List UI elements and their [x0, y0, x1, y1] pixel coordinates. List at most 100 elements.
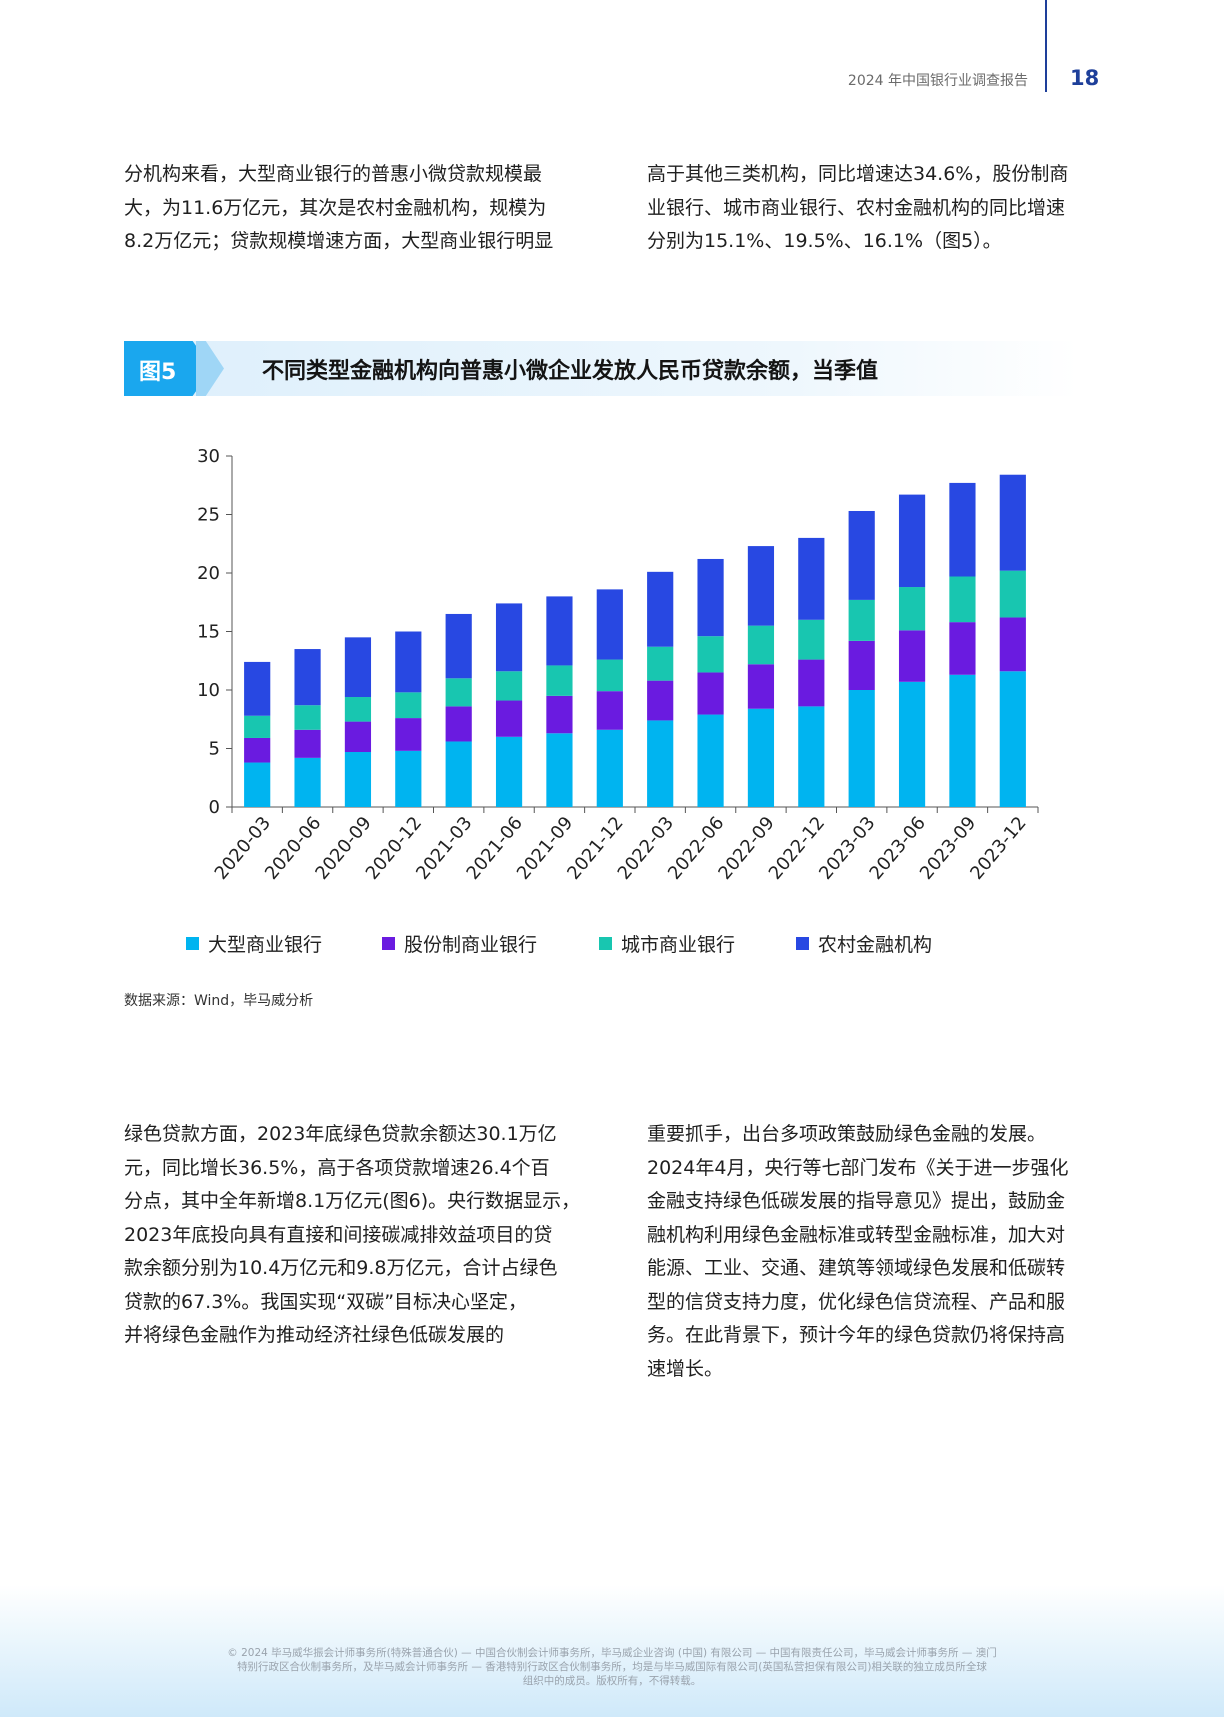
- legend-swatch: [796, 937, 809, 950]
- bar-segment: [697, 714, 724, 807]
- bar-segment: [445, 741, 472, 807]
- bar-segment: [898, 494, 926, 588]
- body-left-line: 款余额分别为10.4万亿元和9.8万亿元，合计占绿色: [124, 1257, 558, 1279]
- body-right-paragraph: 重要抓手，出台多项政策鼓励绿色金融的发展。 2024年4月，央行等七部门发布《关…: [647, 1118, 1107, 1386]
- bar-segment: [999, 671, 1026, 807]
- bar-segment: [344, 697, 372, 722]
- bar-segment: [949, 622, 976, 675]
- intro-left-line: 分机构来看，大型商业银行的普惠小微贷款规模最: [124, 163, 543, 185]
- bar-segment: [999, 570, 1026, 618]
- body-left-line: 贷款的67.3%。我国实现“双碳”目标决心坚定，: [124, 1290, 528, 1313]
- bar-segment: [244, 715, 271, 738]
- report-title: 2024 年中国银行业调查报告: [847, 73, 1028, 89]
- body-left-line: 元，同比增长36.5%，高于各项贷款增速26.4个百: [124, 1156, 550, 1179]
- legend-swatch: [382, 937, 395, 950]
- intro-right-line: 分别为15.1%、19.5%、16.1%（图5）。: [647, 230, 1002, 252]
- bar-segment: [798, 537, 825, 620]
- footer-background: [0, 1585, 1224, 1717]
- legend-swatch: [186, 937, 199, 950]
- intro-right-paragraph: 高于其他三类机构，同比增速达34.6%，股份制商 业银行、城市商业银行、农村金融…: [647, 158, 1107, 259]
- bar-segment: [999, 617, 1026, 672]
- bar-segment: [294, 729, 321, 758]
- bar-segment: [848, 510, 875, 600]
- bar-segment: [898, 681, 926, 807]
- y-tick-label: 10: [197, 680, 220, 701]
- bar-segment: [647, 646, 674, 681]
- page-number: 18: [1070, 66, 1100, 90]
- footer-line: © 2024 毕马威华振会计师事务所(特殊普通合伙) — 中国合伙制会计师事务所…: [227, 1647, 997, 1659]
- footer-copyright: © 2024 毕马威华振会计师事务所(特殊普通合伙) — 中国合伙制会计师事务所…: [180, 1646, 1044, 1688]
- intro-left-paragraph: 分机构来看，大型商业银行的普惠小微贷款规模最 大，为11.6万亿元，其次是农村金…: [124, 158, 604, 259]
- bar-segment: [244, 762, 271, 807]
- body-left-line: 并将绿色金融作为推动经济社绿色低碳发展的: [124, 1324, 505, 1346]
- bar-segment: [647, 571, 674, 647]
- bar-segment: [495, 700, 523, 737]
- bar-segment: [798, 659, 825, 707]
- bar-segment: [647, 720, 674, 807]
- bar-segment: [747, 625, 775, 665]
- bar-segment: [747, 708, 775, 807]
- bar-segment: [445, 678, 472, 707]
- body-left-paragraph: 绿色贷款方面，2023年底绿色贷款余额达30.1万亿 元，同比增长36.5%，高…: [124, 1118, 604, 1353]
- intro-left-line: 8.2万亿元；贷款规模增速方面，大型商业银行明显: [124, 230, 554, 252]
- legend-label: 城市商业银行: [621, 934, 736, 956]
- bar-segment: [596, 659, 623, 692]
- body-left-line: 绿色贷款方面，2023年底绿色贷款余额达30.1万亿: [124, 1123, 557, 1145]
- bar-segment: [697, 558, 724, 637]
- bar-segment: [848, 599, 875, 641]
- legend-swatch: [599, 937, 612, 950]
- bar-segment: [798, 619, 825, 660]
- data-source: 数据来源：Wind，毕马威分析: [124, 993, 314, 1009]
- bar-segment: [697, 636, 724, 673]
- bar-segment: [848, 690, 875, 807]
- figure-tag-label: 图5: [139, 360, 177, 385]
- body-right-line: 型的信贷支持力度，优化绿色信贷流程、产品和服: [647, 1290, 1066, 1313]
- bar-segment: [546, 596, 573, 666]
- legend-item: 大型商业银行: [186, 930, 322, 957]
- body-right-line: 速增长。: [647, 1357, 724, 1380]
- bar-segment: [697, 672, 724, 715]
- bar-segment: [596, 589, 623, 660]
- chart-legend: 大型商业银行 股份制商业银行 城市商业银行 农村金融机构: [186, 930, 1046, 958]
- bar-segment: [244, 661, 271, 716]
- bar-segment: [596, 691, 623, 730]
- footer-line: 组织中的成员。版权所有，不得转载。: [522, 1675, 702, 1687]
- body-right-line: 能源、工业、交通、建筑等领域绿色发展和低碳转: [647, 1257, 1066, 1279]
- bar-segment: [495, 671, 523, 701]
- bar-segment: [647, 680, 674, 721]
- bar-segment: [798, 706, 825, 807]
- body-left-line: 分点，其中全年新增8.1万亿元(图6)。央行数据显示，: [124, 1190, 581, 1212]
- y-tick-label: 15: [197, 622, 220, 643]
- legend-item: 城市商业银行: [599, 930, 735, 957]
- figure-title: 不同类型金融机构向普惠小微企业发放人民币贷款余额，当季值: [262, 359, 879, 384]
- intro-right-line: 高于其他三类机构，同比增速达34.6%，股份制商: [647, 163, 1069, 185]
- bar-segment: [244, 737, 271, 763]
- bar-segment: [546, 733, 573, 807]
- bar-segment: [949, 576, 976, 623]
- body-right-line: 重要抓手，出台多项政策鼓励绿色金融的发展。: [647, 1123, 1047, 1145]
- bar-segment: [999, 474, 1026, 571]
- bar-segment: [445, 613, 472, 679]
- bar-segment: [848, 640, 875, 690]
- bar-segment: [898, 630, 926, 682]
- bar-segment: [546, 665, 573, 696]
- stacked-bar-chart: 0510152025302020-032020-062020-092020-12…: [197, 446, 1039, 884]
- bar-segment: [294, 705, 321, 730]
- bar-segment: [395, 692, 422, 719]
- y-tick-label: 30: [197, 446, 220, 467]
- figure-banner: [124, 341, 1079, 396]
- bar-segment: [747, 546, 775, 626]
- bar-segment: [395, 718, 422, 751]
- bar-segment: [395, 631, 422, 693]
- bar-segment: [344, 752, 372, 807]
- legend-label: 大型商业银行: [208, 934, 323, 956]
- bar-segment: [898, 587, 926, 631]
- body-right-line: 金融支持绿色低碳发展的指导意见》提出，鼓励金: [647, 1190, 1066, 1212]
- bar-segment: [344, 637, 372, 698]
- bar-segment: [294, 649, 321, 706]
- bar-segment: [395, 750, 422, 807]
- bar-segment: [344, 721, 372, 753]
- body-right-line: 融机构利用绿色金融标准或转型金融标准，加大对: [647, 1223, 1066, 1246]
- bar-segment: [495, 736, 523, 807]
- intro-left-line: 大，为11.6万亿元，其次是农村金融机构，规模为: [124, 196, 547, 219]
